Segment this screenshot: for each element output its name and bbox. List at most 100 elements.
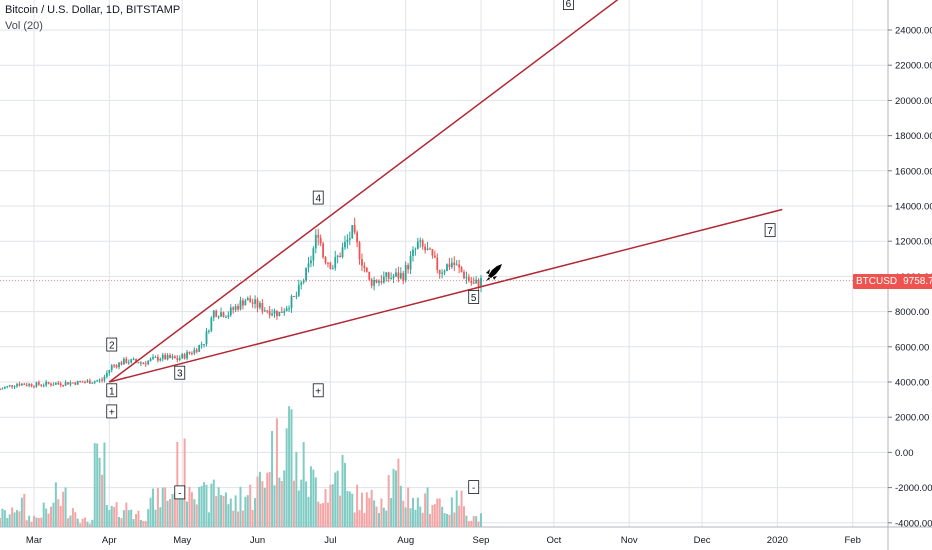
volume-bar	[370, 489, 373, 527]
candle-body	[191, 353, 193, 355]
y-tick-label: 22000.00	[895, 61, 932, 72]
candle-body	[59, 383, 62, 386]
volume-bar	[458, 505, 461, 527]
candle-body	[154, 356, 157, 358]
volume-bar	[305, 481, 308, 527]
volume-bar	[455, 490, 458, 527]
candle-body	[69, 382, 72, 385]
volume-bar	[28, 515, 31, 527]
volume-bar	[161, 487, 164, 527]
candle-body	[35, 382, 38, 387]
volume-bar	[426, 487, 429, 527]
x-tick-label: Aug	[397, 535, 414, 546]
volume-bar	[404, 507, 407, 527]
candle-body	[137, 361, 140, 364]
volume-bar	[385, 510, 388, 527]
annotation-label: -	[468, 480, 480, 494]
volume-bar	[220, 494, 223, 527]
candle-body	[429, 248, 431, 250]
candle-body	[390, 278, 393, 280]
y-tick-label: 16000.00	[895, 166, 932, 177]
candle-body	[433, 255, 436, 258]
volume-bar	[300, 479, 303, 527]
x-tick-label: Dec	[694, 535, 711, 546]
candle-body	[426, 248, 429, 251]
candle-body	[266, 310, 269, 312]
volume-bar	[125, 502, 128, 527]
volume-bar	[334, 472, 337, 527]
volume-bar	[67, 518, 70, 527]
chart-title: Bitcoin / U.S. Dollar, 1D, BITSTAMP	[5, 4, 181, 16]
candle-body	[28, 383, 31, 386]
candle-body	[317, 234, 320, 238]
candle-body	[414, 248, 417, 250]
candle-body	[222, 312, 225, 317]
y-tick-label: -4000.00	[895, 518, 932, 529]
y-tick-label: 0.00	[895, 448, 914, 459]
candle-body	[203, 344, 205, 346]
volume-bar	[15, 510, 18, 527]
volume-bar	[477, 521, 480, 527]
candle-body	[431, 249, 434, 256]
volume-bar	[237, 511, 240, 527]
volume-bar	[0, 517, 1, 527]
price-axis-labels[interactable]: 24000.00 22000.00 20000.00 18000.00 16000.00…	[888, 26, 932, 530]
volume-bar	[419, 506, 422, 527]
volume-bar	[195, 504, 198, 527]
trendline-lower[interactable]	[109, 208, 783, 383]
x-tick-label: Jul	[324, 535, 336, 546]
candle-body	[57, 383, 60, 385]
time-axis-labels[interactable]: Mar Apr May Jun Jul Aug Sep Oct Nov Dec 2020 Feb	[26, 535, 861, 546]
volume-bar	[285, 428, 288, 527]
volume-bar	[467, 521, 470, 527]
candle-body	[424, 246, 427, 251]
candle-body	[84, 382, 86, 384]
candle-body	[312, 248, 315, 261]
x-tick-label: May	[173, 535, 191, 546]
annotation-box	[174, 365, 186, 380]
candle-body	[239, 300, 242, 310]
volume-bar	[365, 492, 368, 527]
volume-bar	[110, 505, 113, 527]
annotation-label: -	[174, 485, 186, 499]
trendline-upper[interactable]	[108, 0, 619, 383]
volume-bar	[113, 507, 116, 527]
volume-bar	[339, 495, 342, 527]
volume-bar	[307, 496, 310, 527]
volume-bar	[1, 508, 4, 527]
candle-body	[280, 311, 283, 313]
x-tick-label: Feb	[845, 535, 861, 546]
annotation-text: 7	[767, 226, 773, 237]
volume-bar	[288, 406, 291, 527]
candle-body	[54, 383, 57, 385]
candle-body	[149, 358, 152, 361]
volume-bar	[84, 517, 87, 527]
volume-bar	[251, 509, 254, 527]
candle-body	[348, 238, 351, 240]
candle-body	[353, 225, 356, 233]
volume-bar	[25, 520, 28, 527]
candle-body	[76, 380, 79, 385]
volume-bar	[407, 487, 410, 527]
candle-body	[480, 277, 482, 287]
volume-bar	[169, 498, 172, 527]
volume-bar	[244, 496, 247, 527]
candle-body	[96, 380, 99, 382]
candle-body	[74, 382, 77, 385]
trendlines[interactable]	[108, 0, 783, 383]
volume-bar	[373, 500, 376, 527]
volume-bar	[348, 491, 351, 527]
candle-body	[441, 272, 444, 274]
candle-body	[125, 358, 128, 363]
candle-body	[147, 360, 150, 365]
volume-bar	[256, 476, 259, 527]
candle-body	[139, 362, 142, 364]
candle-body	[458, 264, 461, 268]
y-tick-label: 4000.00	[895, 378, 929, 389]
candle-body	[382, 276, 385, 283]
volume-bar	[460, 490, 463, 527]
candle-body	[188, 351, 191, 354]
candle-body	[370, 279, 373, 286]
candle-body	[409, 256, 412, 270]
